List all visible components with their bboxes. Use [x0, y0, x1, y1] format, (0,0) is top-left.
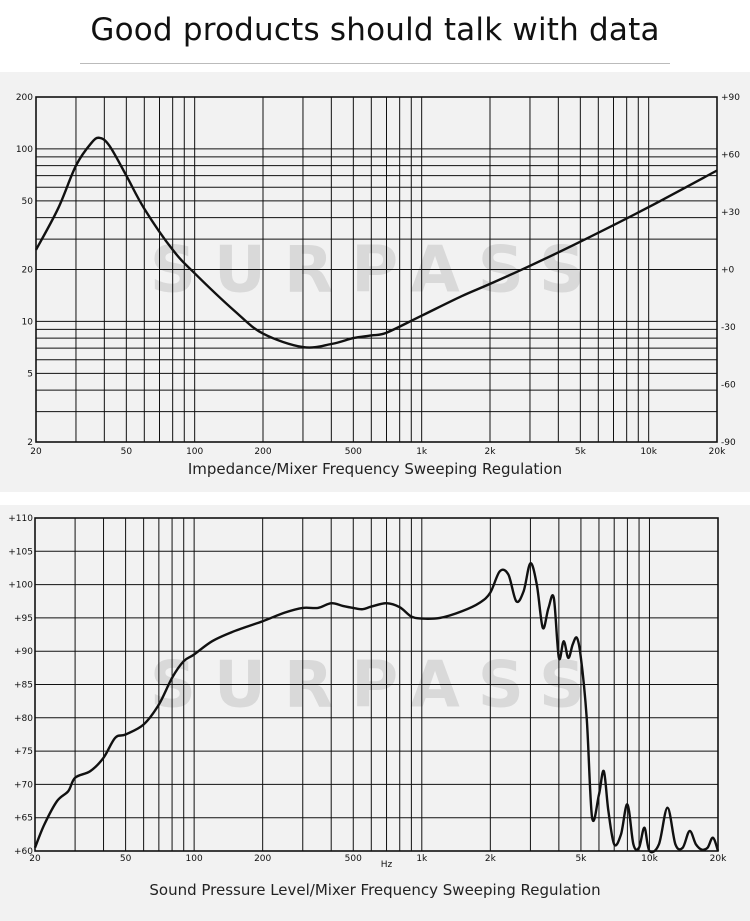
x-tick-label: 100 — [186, 854, 203, 864]
y2-tick-label: +60 — [721, 151, 740, 161]
x-tick-label: 500 — [345, 447, 362, 457]
y-tick-label: 20 — [22, 266, 34, 276]
watermark-text: SURPASS — [150, 649, 603, 723]
x-tick-label: 20k — [709, 447, 726, 457]
y-tick-label: +110 — [8, 514, 33, 524]
y-tick-label: 100 — [16, 145, 33, 155]
y2-tick-label: -30 — [721, 323, 736, 333]
plot-frame — [34, 517, 719, 852]
y2-tick-label: +0 — [721, 266, 735, 276]
x-tick-label: 20 — [30, 447, 42, 457]
x-tick-label: 10k — [640, 447, 657, 457]
x-tick-label: 100 — [186, 447, 203, 457]
y-tick-label: +75 — [14, 747, 33, 757]
title-divider — [80, 63, 670, 64]
y-tick-label: 50 — [22, 197, 34, 207]
impedance-chart-title: Impedance/Mixer Frequency Sweeping Regul… — [187, 460, 563, 478]
spl-chart-title: Sound Pressure Level/Mixer Frequency Swe… — [149, 881, 601, 899]
y-tick-label: +60 — [14, 847, 33, 857]
y-tick-label: +65 — [14, 814, 33, 824]
y2-tick-label: +90 — [721, 93, 740, 103]
x-tick-label: 200 — [254, 447, 271, 457]
x-tick-label: 50 — [121, 447, 133, 457]
x-tick-label: 5k — [575, 854, 587, 864]
y-tick-label: +70 — [14, 780, 33, 790]
x-tick-label: 10k — [641, 854, 658, 864]
y-tick-label: +95 — [14, 614, 33, 624]
y-tick-label: +85 — [14, 681, 33, 691]
x-tick-label: 500 — [345, 854, 362, 864]
x-tick-label: 20 — [29, 854, 41, 864]
x-tick-label: 2k — [485, 447, 497, 457]
y-tick-label: +105 — [8, 547, 33, 557]
y-tick-label: +100 — [8, 581, 33, 591]
y-tick-label: 5 — [27, 369, 33, 379]
y-tick-label: 2 — [27, 438, 33, 448]
x-tick-label: 2k — [485, 854, 497, 864]
x-tick-label: 20k — [710, 854, 727, 864]
x-tick-label: 1k — [416, 854, 428, 864]
y-tick-label: +80 — [14, 714, 33, 724]
plot-frame — [35, 96, 718, 443]
watermark-text: SURPASS — [150, 234, 603, 308]
y-tick-label: 10 — [22, 317, 34, 327]
x-axis-label: Hz — [381, 860, 393, 870]
impedance-chart-background — [0, 72, 750, 492]
y2-tick-label: +30 — [721, 208, 740, 218]
x-tick-label: 1k — [416, 447, 428, 457]
impedance-chart: SURPASS 20 50 100 200 500 1k 2k 5k 10k 20k 2 5 10 20 50… — [16, 93, 740, 457]
y2-tick-label: -90 — [721, 438, 736, 448]
impedance-curve — [34, 136, 718, 349]
x-tick-label: 50 — [120, 854, 132, 864]
y-tick-label: +90 — [14, 647, 33, 657]
page-title: Good products should talk with data — [90, 12, 660, 48]
spl-curve — [33, 562, 720, 854]
y-tick-label: 200 — [16, 93, 33, 103]
y2-tick-label: -60 — [721, 381, 736, 391]
x-tick-label: 5k — [575, 447, 587, 457]
x-tick-label: 200 — [254, 854, 271, 864]
spl-chart: SURPASS 20 50 100 200 500 1k 2k 5k 10k 20k Hz +60 +65… — [8, 514, 727, 870]
